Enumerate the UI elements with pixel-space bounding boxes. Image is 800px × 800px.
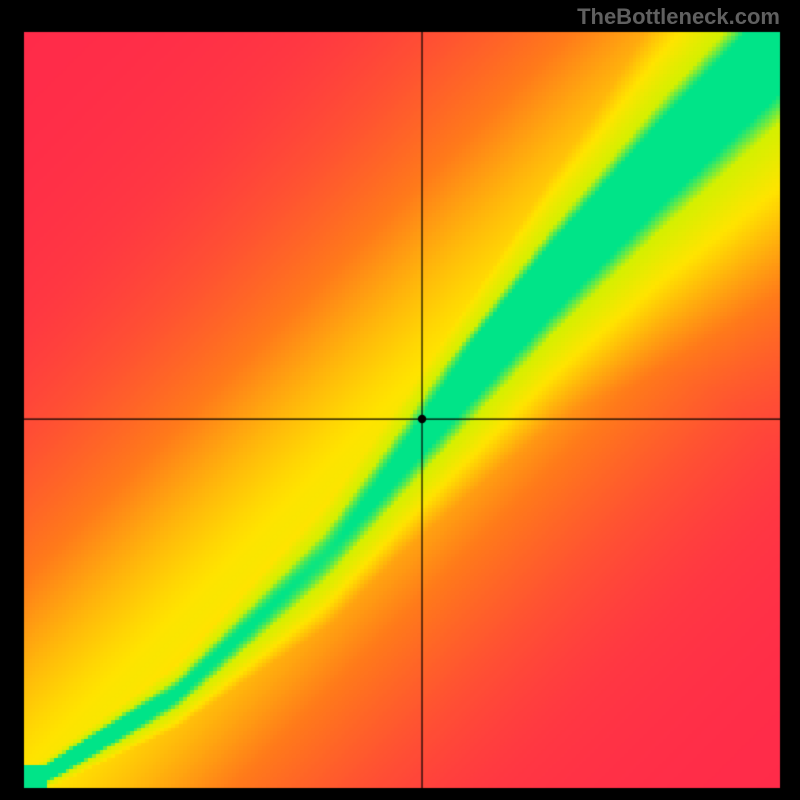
chart-root: TheBottleneck.com xyxy=(0,0,800,800)
heatmap-canvas xyxy=(0,0,800,800)
watermark-text: TheBottleneck.com xyxy=(577,4,780,30)
